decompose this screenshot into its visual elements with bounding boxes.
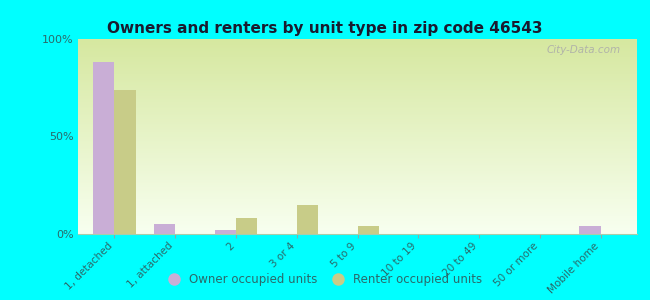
Bar (358, 226, 379, 234)
Legend: Owner occupied units, Renter occupied units: Owner occupied units, Renter occupied un… (163, 269, 487, 291)
Bar (93, 62, 114, 234)
Bar (297, 205, 318, 234)
Text: Owners and renters by unit type in zip code 46543: Owners and renters by unit type in zip c… (107, 21, 543, 36)
Bar (214, 230, 236, 234)
Bar (236, 218, 257, 234)
Bar (579, 226, 601, 234)
Bar (114, 90, 136, 234)
Bar (154, 224, 176, 234)
Text: City-Data.com: City-Data.com (546, 45, 620, 55)
